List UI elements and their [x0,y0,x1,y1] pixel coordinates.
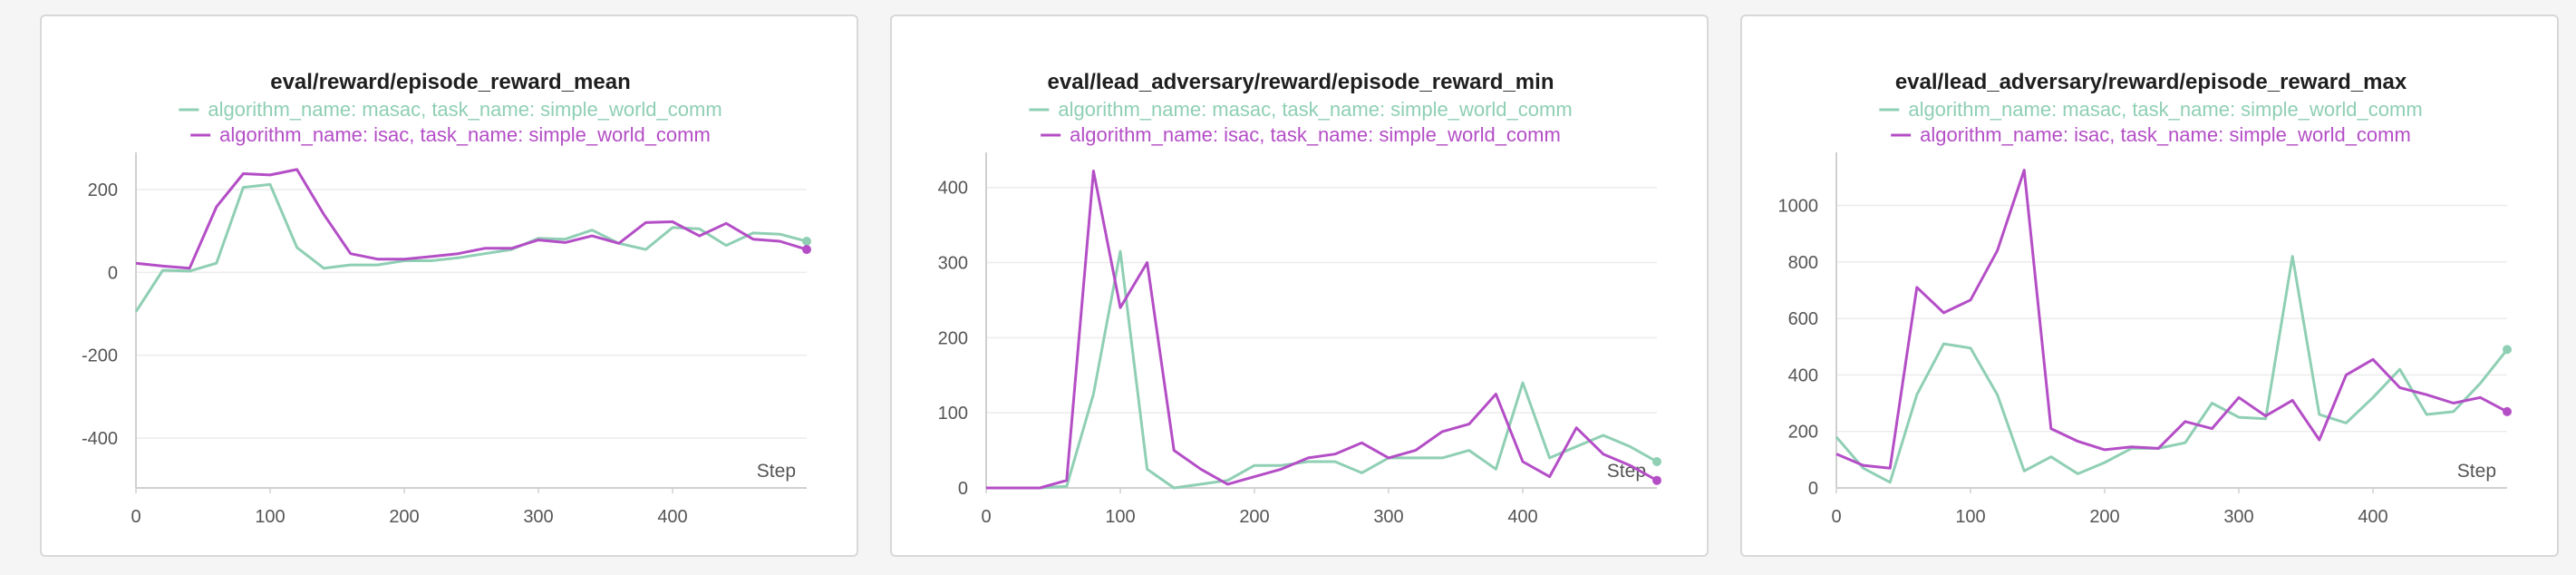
x-tick-label: 100 [1955,507,1985,527]
x-axis-title: Step [757,461,796,482]
series-line [135,168,808,270]
legend-item: algorithm_name: masac, task_name: simple… [1879,98,2423,121]
chart-lead-adversary-min: eval/lead_adversary/reward/episode_rewar… [938,70,1661,527]
x-tick-label: 200 [2089,507,2119,527]
x-tick-label: 100 [255,507,285,527]
series-line [1835,255,2509,484]
y-tick-label: 1000 [1778,196,1819,216]
y-tick-label: 0 [1808,479,1818,499]
series-end-point [1652,457,1661,467]
x-tick-label: 300 [523,507,553,527]
y-tick-label: -200 [82,346,118,366]
legend-item: algorithm_name: isac, task_name: simple_… [1041,123,1561,146]
legend-label: algorithm_name: isac, task_name: simple_… [1920,123,2411,146]
legend-item: algorithm_name: isac, task_name: simple_… [1891,123,2411,146]
legend-label: algorithm_name: isac, task_name: simple_… [219,123,711,146]
x-axis-title: Step [2457,461,2496,482]
x-tick-label: 400 [657,507,687,527]
legend-item: algorithm_name: masac, task_name: simple… [179,98,722,121]
y-tick-label: 200 [1788,423,1818,443]
x-tick-label: 0 [981,507,991,527]
x-tick-label: 0 [131,507,140,527]
legend-item: algorithm_name: masac, task_name: simple… [1029,98,1573,121]
series-end-point [2503,406,2512,416]
x-tick-label: 100 [1105,507,1135,527]
y-tick-label: 600 [1788,309,1818,329]
y-tick-label: 800 [1788,253,1818,273]
chart-panel-reward-mean[interactable]: eval/reward/episode_reward_mean algorithm… [40,15,858,557]
y-tick-label: 100 [938,404,968,424]
chart-title: eval/lead_adversary/reward/episode_rewar… [1048,70,1554,94]
y-tick-label: 400 [938,179,968,199]
series-end-point [802,245,811,255]
series-line [986,249,1658,490]
y-tick-label: 200 [938,328,968,348]
y-tick-label: 0 [958,479,968,499]
legend-label: algorithm_name: isac, task_name: simple_… [1070,123,1561,146]
chart-lead-adversary-max: eval/lead_adversary/reward/episode_rewar… [1778,70,2512,527]
chart-title: eval/reward/episode_reward_mean [270,70,631,94]
x-axis-title: Step [1607,461,1646,482]
x-tick-label: 300 [2223,507,2253,527]
x-tick-label: 200 [1239,507,1269,527]
y-tick-label: 200 [88,180,118,200]
y-tick-label: 0 [108,263,118,283]
x-tick-label: 0 [1831,507,1841,527]
series-line [1835,169,2508,470]
legend-label: algorithm_name: masac, task_name: simple… [208,98,721,121]
chart-title: eval/lead_adversary/reward/episode_rewar… [1895,70,2407,94]
legend-label: algorithm_name: masac, task_name: simple… [1908,98,2422,121]
series-end-point [2503,345,2512,355]
x-tick-label: 300 [1373,507,1403,527]
chart-panel-lead-adversary-max[interactable]: eval/lead_adversary/reward/episode_rewar… [1740,15,2559,557]
legend-label: algorithm_name: masac, task_name: simple… [1058,98,1572,121]
x-tick-label: 200 [389,507,419,527]
series-end-point [802,237,811,246]
x-tick-label: 400 [1507,507,1537,527]
x-tick-label: 400 [2358,507,2387,527]
y-tick-label: 300 [938,254,968,274]
chart-panel-lead-adversary-min[interactable]: eval/lead_adversary/reward/episode_rewar… [890,15,1709,557]
y-tick-label: 400 [1788,365,1818,385]
series-end-point [1652,475,1661,485]
y-tick-label: -400 [82,429,118,449]
series-line [986,170,1658,490]
series-line [134,182,808,313]
legend-item: algorithm_name: isac, task_name: simple_… [190,123,711,146]
chart-reward-mean: eval/reward/episode_reward_mean algorithm… [82,70,811,527]
